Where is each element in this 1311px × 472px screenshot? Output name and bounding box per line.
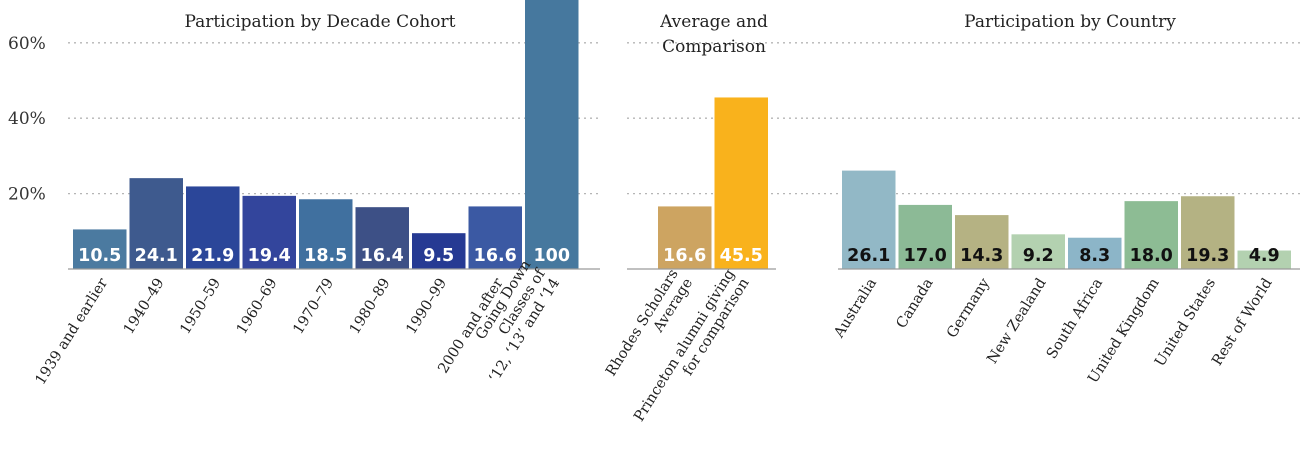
x-tick-label: 1990–99	[403, 276, 450, 338]
data-label: 18.0	[1130, 246, 1173, 266]
bar-1-5	[299, 199, 353, 269]
bar-3-4	[1011, 234, 1065, 269]
x-tick-label: 1940–49	[121, 276, 168, 338]
x-tick-label: Rest of World	[1209, 276, 1275, 369]
bar-1-2	[129, 178, 183, 269]
data-label: 19.4	[248, 246, 291, 266]
data-label: 8.3	[1079, 246, 1110, 266]
bar-1-1	[73, 229, 127, 269]
x-tick-label: 1970–79	[290, 276, 337, 338]
y-tick-label: 20%	[8, 185, 46, 205]
x-tick-label: South Africa	[1044, 275, 1106, 362]
x-tick-label: 1950–59	[177, 276, 224, 338]
bar-1-9	[525, 0, 579, 269]
bar-3-6	[1124, 201, 1178, 269]
data-label: 24.1	[135, 246, 178, 266]
data-label: 4.9	[1249, 246, 1280, 266]
bar-1-3	[186, 186, 240, 269]
panel-title-3: Participation by Country	[964, 12, 1176, 32]
data-label: 45.5	[720, 246, 763, 266]
data-label: 16.4	[361, 246, 404, 266]
x-tick-label: 1980–89	[347, 276, 394, 338]
bar-1-6	[355, 207, 409, 269]
data-label: 18.5	[304, 246, 347, 266]
x-tick-label: 1960–69	[234, 276, 281, 338]
data-label: 19.3	[1186, 246, 1229, 266]
bar-2-2	[714, 97, 768, 269]
bar-3-3	[955, 215, 1009, 269]
data-label: 9.2	[1023, 246, 1054, 266]
bar-1-7	[412, 233, 466, 269]
bar-1-4	[242, 195, 296, 269]
x-tick-label: Australia	[831, 275, 881, 341]
panel-title-2: Average and Comparison	[659, 12, 768, 57]
x-tick-label: Princeton alumni givingfor comparison	[631, 267, 752, 434]
x-tick-label: New Zealand	[984, 276, 1049, 367]
data-label: 14.3	[960, 246, 1003, 266]
bar-2-1	[658, 206, 712, 269]
bar-3-8	[1237, 250, 1291, 269]
data-label: 9.5	[423, 246, 454, 266]
x-tick-label: Canada	[894, 275, 937, 331]
x-tick-label: Germany	[944, 275, 994, 341]
y-tick-label: 60%	[8, 34, 46, 54]
data-label: 17.0	[904, 246, 947, 266]
bar-3-1	[842, 170, 896, 269]
data-label: 21.9	[191, 246, 234, 266]
panel-title-1: Participation by Decade Cohort	[184, 12, 455, 32]
bar-3-2	[898, 204, 952, 269]
y-tick-label: 40%	[8, 109, 46, 129]
x-tick-label: 1939 and earlier	[33, 276, 111, 388]
data-label: 16.6	[663, 246, 706, 266]
data-label: 26.1	[847, 246, 890, 266]
bar-3-5	[1068, 237, 1122, 269]
bar-1-8	[468, 206, 522, 269]
x-tick-label: United States	[1152, 276, 1219, 370]
bar-3-7	[1181, 196, 1235, 269]
data-label: 10.5	[78, 246, 121, 266]
data-label: 16.6	[474, 246, 517, 266]
data-label: 100	[533, 246, 570, 266]
